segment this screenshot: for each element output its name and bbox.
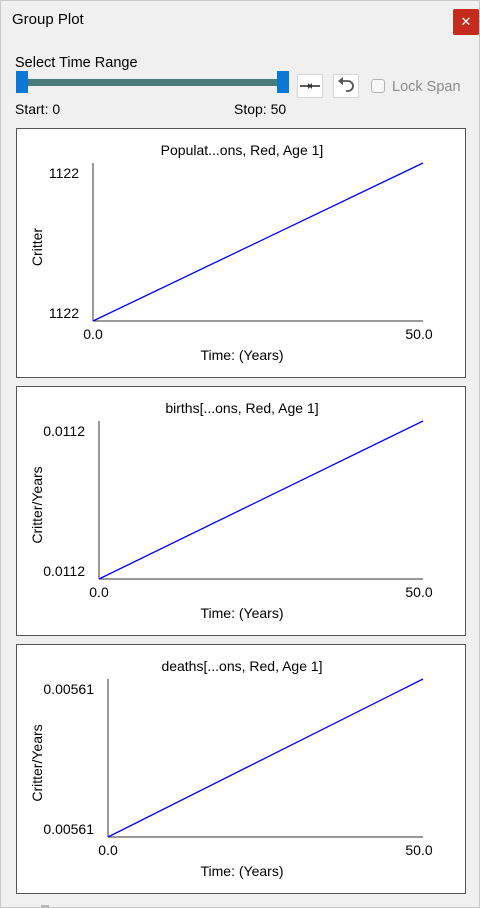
start-value-label: Start: 0 [15,101,61,117]
close-button[interactable]: ✕ [453,9,479,35]
chart-title: Populat...ons, Red, Age 1] [161,142,324,158]
range-end-handle[interactable] [277,71,289,93]
select-time-range-label: Select Time Range [15,55,138,71]
compress-range-button[interactable] [297,74,323,98]
close-icon: ✕ [460,14,472,29]
resize-grip[interactable] [41,905,49,908]
chart-title: deaths[...ons, Red, Age 1] [161,658,322,674]
x-axis-label: Time: (Years) [201,347,284,363]
stop-value-label: Stop: 50 [234,101,287,117]
undo-icon [338,77,354,92]
x-tick-label: 0.0 [98,842,118,858]
chart-svg: births[...ons, Red, Age 1]0.01120.01120.… [29,400,433,621]
x-tick-label: 50.0 [405,584,432,600]
title-bar[interactable]: Group Plot ✕ [1,1,479,39]
x-axis-label: Time: (Years) [201,863,284,879]
range-start-handle[interactable] [16,71,28,93]
population-chart: Populat...ons, Red, Age 1] 1122 1122 0.0 50.… [16,128,466,378]
births-chart: births[...ons, Red, Age 1] 0.0112 0.0112 0.… [16,386,466,636]
x-tick-label: 50.0 [405,326,432,342]
chart-title: births[...ons, Red, Age 1] [165,400,318,416]
deaths-chart: deaths[...ons, Red, Age 1] 0.00561 0.00561… [16,644,466,894]
reset-range-button[interactable] [333,74,359,98]
y-axis-label: Critter/Years [29,466,45,543]
x-tick-label: 0.0 [89,584,109,600]
y-tick-label: 0.00561 [43,821,94,837]
y-tick-label: 0.0112 [43,563,85,579]
series-line [92,162,424,322]
x-tick-label: 0.0 [83,326,103,342]
compress-arrows-icon [300,83,320,89]
y-tick-label: 1122 [49,305,79,321]
lock-span-checkbox[interactable] [371,79,385,93]
x-tick-label: 50.0 [405,842,432,858]
series-line [98,420,424,580]
lock-span-label: Lock Span [392,79,461,95]
window-title: Group Plot [12,11,84,28]
y-tick-label: 1122 [49,165,79,181]
chart-svg: deaths[...ons, Red, Age 1] 0.00561 0.00561… [29,658,433,879]
y-tick-label: 0.00561 [43,681,94,697]
series-line [107,678,424,838]
time-range-slider-track[interactable] [21,79,283,86]
y-axis-label: Critter/Years [29,724,45,801]
y-axis-label: Critter [29,228,45,266]
y-tick-label: 0.0112 [43,423,85,439]
x-axis-label: Time: (Years) [201,605,284,621]
